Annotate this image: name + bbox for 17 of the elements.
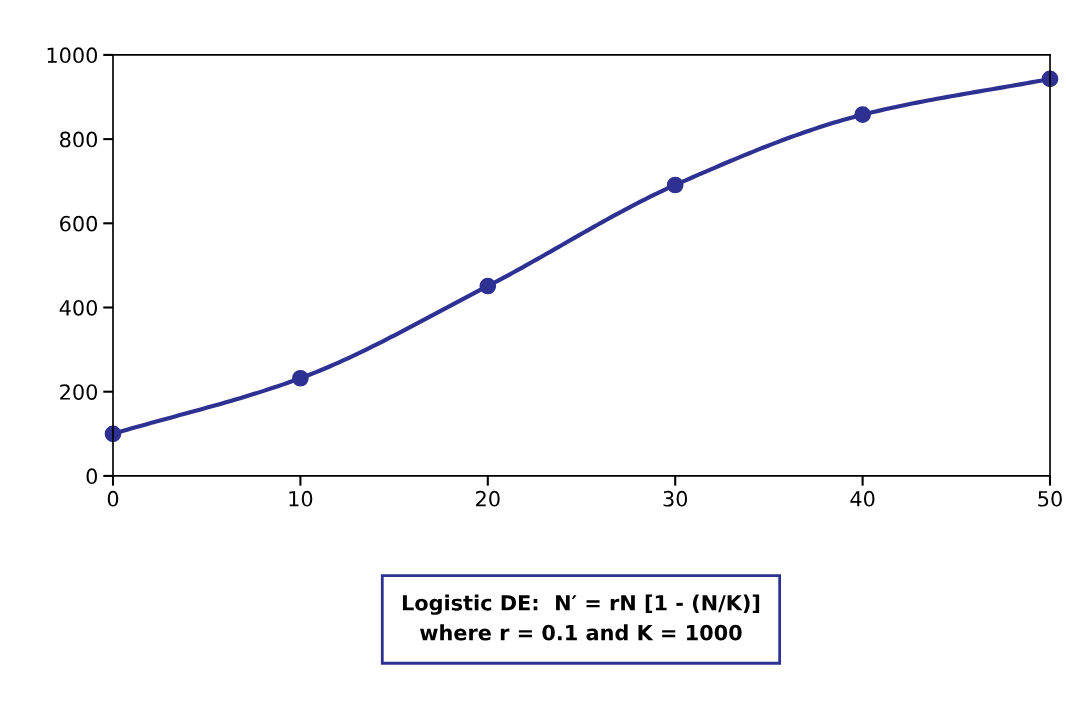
y-tick-label: 0 (86, 468, 98, 485)
point (479, 277, 497, 295)
point (854, 106, 871, 124)
y-tick-label: 200 (60, 384, 98, 400)
x-tick-label: 0 (107, 490, 119, 507)
y-tick-label: 400 (59, 299, 98, 316)
x-tick-label: 10 (289, 490, 313, 507)
y-tick-label: 800 (60, 131, 98, 148)
point (666, 176, 684, 194)
y-tick-label: 600 (60, 215, 98, 232)
x-tick-label: 30 (663, 490, 688, 507)
text: Logistic DE: N′ = rN [1 - (N/K)] where r = 0.1 and K = 1000 (402, 594, 760, 641)
point (292, 369, 309, 387)
x-tick-label: 20 (476, 490, 500, 507)
y-tick-label: 1000 (47, 47, 98, 64)
x-tick-label: 50 (1038, 490, 1062, 507)
x-tick-label: 40 (850, 490, 875, 507)
